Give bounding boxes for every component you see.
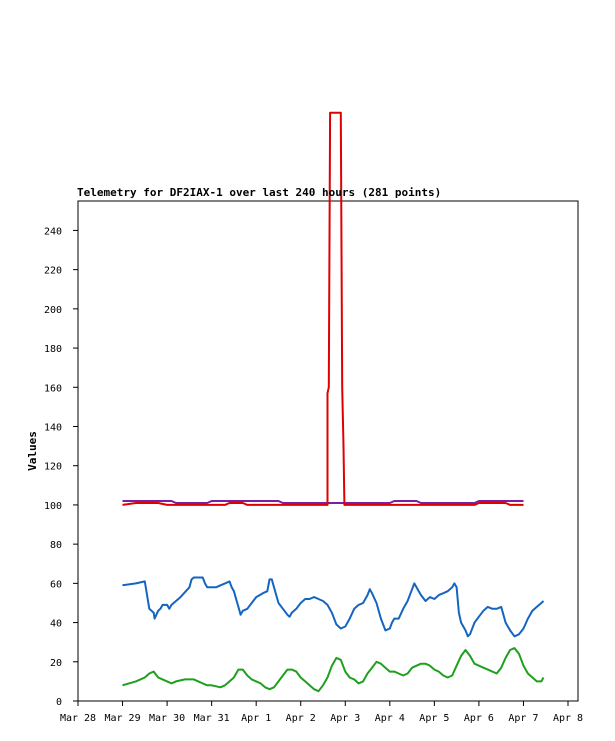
series-line-1 <box>122 500 524 504</box>
series-line-2 <box>122 111 524 506</box>
x-tick-label: Mar 29 <box>104 713 140 724</box>
x-tick-label: Apr 3 <box>330 713 360 724</box>
series-line-4 <box>122 647 545 693</box>
y-tick-label: 60 <box>50 579 62 590</box>
chart-title: Telemetry for DF2IAX-1 over last 240 hou… <box>77 186 441 199</box>
y-tick-label: 40 <box>50 619 62 630</box>
y-tick-label: 180 <box>44 344 62 355</box>
y-axis: 0 20 40 60 80 100 120 140 160 180 200 220 240 <box>44 226 78 708</box>
y-tick-label: 120 <box>44 462 62 473</box>
x-tick-label: Mar 31 <box>194 713 230 724</box>
y-tick-label: 160 <box>44 383 62 394</box>
y-tick-label: 200 <box>44 305 62 316</box>
y-tick-label: 0 <box>56 697 62 708</box>
x-tick-label: Apr 8 <box>553 713 583 724</box>
x-tick-label: Apr 6 <box>464 713 494 724</box>
y-tick-label: 100 <box>44 501 62 512</box>
x-tick-label: Apr 4 <box>375 713 405 724</box>
y-axis-label: Values <box>26 431 39 471</box>
y-tick-label: 220 <box>44 266 62 277</box>
x-tick-label: Apr 7 <box>508 713 538 724</box>
x-tick-label: Mar 30 <box>149 713 185 724</box>
y-tick-label: 20 <box>50 658 62 669</box>
x-axis: Mar 28 Mar 29 Mar 30 Mar 31 Apr 1 Apr 2 Apr 3 A… <box>60 701 583 724</box>
plot-frame <box>77 200 579 702</box>
x-tick-label: Apr 5 <box>419 713 449 724</box>
series-layer <box>122 111 545 693</box>
series-line-3 <box>122 576 545 638</box>
x-tick-label: Mar 28 <box>60 713 96 724</box>
x-tick-label: Apr 2 <box>286 713 316 724</box>
y-tick-label: 240 <box>44 226 62 237</box>
x-tick-label: Apr 1 <box>241 713 271 724</box>
y-tick-label: 140 <box>44 422 62 433</box>
y-tick-label: 80 <box>50 540 62 551</box>
